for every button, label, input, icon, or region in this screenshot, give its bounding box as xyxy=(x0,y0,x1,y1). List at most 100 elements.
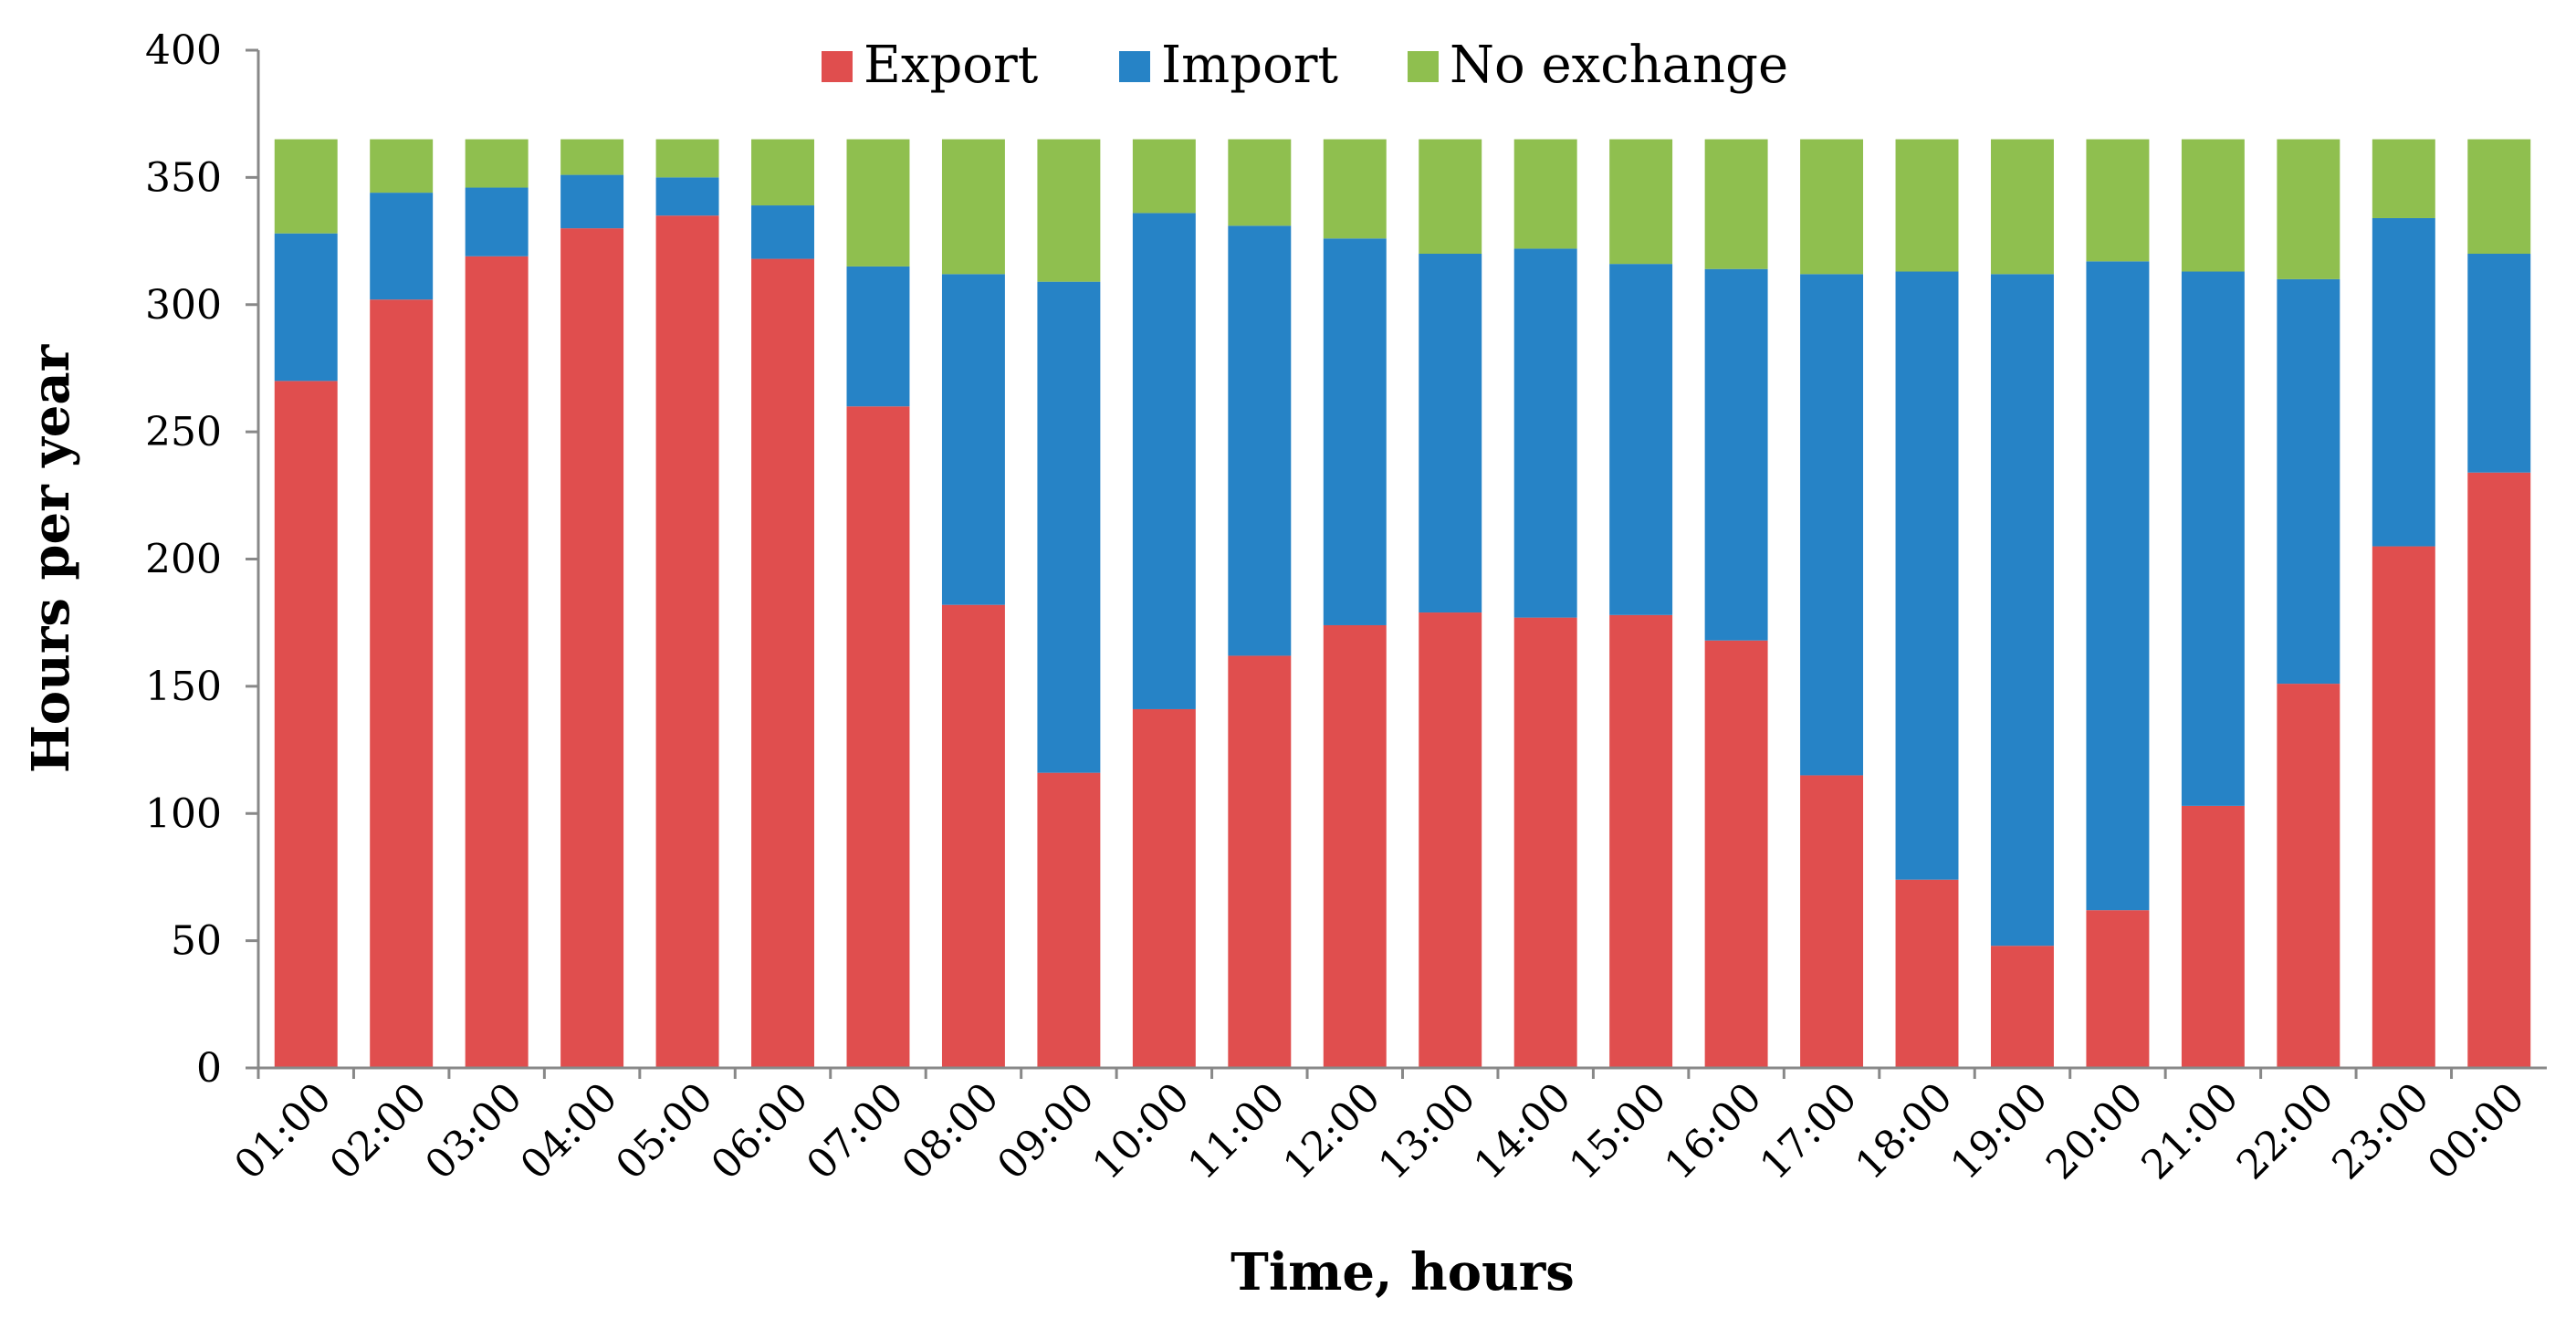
bar-export-2300 xyxy=(2372,546,2435,1068)
bar-import-0600 xyxy=(751,205,814,259)
bar-no-exchange-0200 xyxy=(370,139,434,194)
bar-no-exchange-0900 xyxy=(1037,139,1101,282)
bar-no-exchange-1100 xyxy=(1228,139,1292,226)
legend-swatch-export xyxy=(822,51,853,82)
x-tick-label: 09:00 xyxy=(989,1074,1104,1189)
bars-group xyxy=(274,139,2531,1069)
bar-no-exchange-0400 xyxy=(560,139,624,175)
x-tick-label: 21:00 xyxy=(2132,1074,2247,1189)
y-axis-title: Hours per year xyxy=(21,343,81,773)
y-tick-label: 250 xyxy=(145,409,222,455)
x-tick-label: 03:00 xyxy=(416,1074,531,1189)
bar-no-exchange-1800 xyxy=(1895,139,1959,272)
x-tick-label: 16:00 xyxy=(1656,1074,1771,1189)
bar-export-0400 xyxy=(560,228,624,1068)
x-tick-label: 13:00 xyxy=(1370,1074,1485,1189)
legend: Export Import No exchange xyxy=(822,36,1788,95)
x-tick-label: 19:00 xyxy=(1942,1074,2058,1189)
bar-export-0700 xyxy=(846,406,910,1068)
bar-export-0800 xyxy=(941,604,1005,1068)
x-tick-label: 08:00 xyxy=(893,1074,1008,1189)
bar-export-1300 xyxy=(1419,612,1482,1068)
y-tick-label: 400 xyxy=(145,27,222,74)
bar-export-1100 xyxy=(1228,655,1292,1068)
bar-import-1500 xyxy=(1609,264,1673,615)
bar-export-1900 xyxy=(1991,946,2054,1068)
bar-import-1200 xyxy=(1323,238,1387,625)
bar-import-2100 xyxy=(2181,271,2245,806)
x-tick-label: 18:00 xyxy=(1847,1074,1962,1189)
y-tick-label: 50 xyxy=(171,918,222,965)
x-tick-label: 04:00 xyxy=(512,1074,627,1189)
bar-import-1400 xyxy=(1513,248,1577,618)
bar-no-exchange-0600 xyxy=(751,139,814,206)
y-tick-label: 100 xyxy=(145,790,222,837)
bar-export-0000 xyxy=(2467,472,2531,1068)
bar-export-1600 xyxy=(1704,640,1768,1068)
bar-no-exchange-1900 xyxy=(1991,139,2054,275)
bar-export-1800 xyxy=(1895,879,1959,1068)
x-tick-label: 17:00 xyxy=(1752,1074,1867,1189)
bar-import-2000 xyxy=(2086,261,2150,911)
bar-no-exchange-0700 xyxy=(846,139,910,267)
x-tick-label: 06:00 xyxy=(703,1074,818,1189)
bar-import-0100 xyxy=(274,233,338,382)
bar-no-exchange-1000 xyxy=(1132,139,1196,214)
x-ticks: 01:0002:0003:0004:0005:0006:0007:0008:00… xyxy=(225,1068,2534,1189)
bar-no-exchange-1700 xyxy=(1800,139,1864,275)
bar-export-0900 xyxy=(1037,772,1101,1068)
y-tick-label: 150 xyxy=(145,664,222,710)
x-tick-label: 07:00 xyxy=(798,1074,913,1189)
bar-export-1500 xyxy=(1609,614,1673,1068)
legend-label-export: Export xyxy=(864,36,1039,95)
bar-export-1700 xyxy=(1800,775,1864,1068)
x-tick-label: 01:00 xyxy=(225,1074,340,1189)
bar-export-2200 xyxy=(2277,684,2340,1068)
bar-import-0400 xyxy=(560,174,624,229)
bar-export-0300 xyxy=(465,256,529,1069)
bar-no-exchange-1300 xyxy=(1419,139,1482,254)
bar-export-2100 xyxy=(2181,805,2245,1068)
x-tick-label: 00:00 xyxy=(2419,1074,2534,1189)
bar-import-1800 xyxy=(1895,271,1959,880)
bar-export-1000 xyxy=(1132,708,1196,1068)
bar-export-2000 xyxy=(2086,910,2150,1068)
x-tick-label: 23:00 xyxy=(2323,1074,2438,1189)
x-tick-label: 15:00 xyxy=(1561,1074,1676,1189)
legend-swatch-no-exchange xyxy=(1408,51,1439,82)
bar-import-0900 xyxy=(1037,281,1101,773)
bar-export-1400 xyxy=(1513,617,1577,1068)
bar-export-0100 xyxy=(274,381,338,1068)
bar-no-exchange-0100 xyxy=(274,139,338,234)
bar-no-exchange-2300 xyxy=(2372,139,2435,218)
bar-import-2300 xyxy=(2372,217,2435,547)
y-ticks: 0 50 100 150 200 250 300 350 400 xyxy=(145,27,258,1092)
y-tick-label: 200 xyxy=(145,537,222,583)
bar-import-1300 xyxy=(1419,254,1482,613)
bar-no-exchange-1400 xyxy=(1513,139,1577,249)
bar-import-2200 xyxy=(2277,278,2340,685)
bar-export-0200 xyxy=(370,299,434,1068)
bar-no-exchange-0300 xyxy=(465,139,529,188)
bar-import-0700 xyxy=(846,266,910,407)
bar-import-1000 xyxy=(1132,213,1196,709)
x-tick-label: 02:00 xyxy=(321,1074,436,1189)
bar-no-exchange-0800 xyxy=(941,139,1005,275)
x-tick-label: 14:00 xyxy=(1465,1074,1580,1189)
legend-label-import: Import xyxy=(1161,36,1339,95)
x-tick-label: 12:00 xyxy=(1274,1074,1389,1189)
bar-import-0500 xyxy=(655,177,719,216)
y-tick-label: 0 xyxy=(196,1045,222,1092)
legend-swatch-import xyxy=(1119,51,1150,82)
bar-import-0000 xyxy=(2467,254,2531,473)
bar-import-1100 xyxy=(1228,225,1292,656)
bar-export-0600 xyxy=(751,258,814,1068)
bar-no-exchange-2200 xyxy=(2277,139,2340,279)
bar-export-0500 xyxy=(655,215,719,1068)
legend-label-no-exchange: No exchange xyxy=(1450,36,1788,95)
x-tick-label: 22:00 xyxy=(2228,1074,2343,1189)
bar-no-exchange-0000 xyxy=(2467,139,2531,254)
y-tick-label: 350 xyxy=(145,154,222,201)
